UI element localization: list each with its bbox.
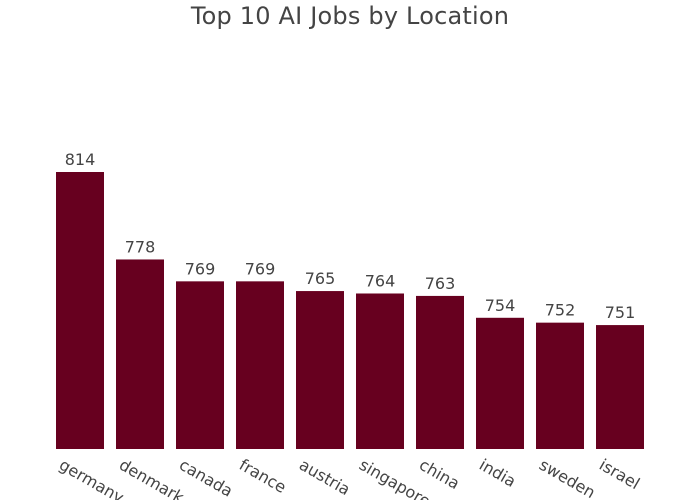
bar-china — [416, 295, 464, 449]
bar-austria — [296, 291, 344, 449]
bar-singapore — [356, 293, 404, 449]
bar-india — [476, 317, 524, 449]
value-label-france: 769 — [245, 259, 276, 278]
bar-denmark — [116, 259, 164, 449]
value-label-sweden: 752 — [545, 301, 576, 320]
value-labels-layer: 814 778 769 769 765 764 763 754 752 751 — [65, 150, 636, 322]
value-label-israel: 751 — [605, 303, 636, 322]
bar-canada — [176, 281, 224, 449]
x-tick-label-sweden: sweden — [536, 455, 599, 500]
value-label-austria: 765 — [305, 269, 336, 288]
bar-israel — [596, 325, 644, 449]
bar-germany — [56, 172, 104, 449]
x-tick-label-denmark: denmark — [116, 455, 188, 500]
value-label-india: 754 — [485, 296, 516, 315]
x-tick-label-israel: israel — [596, 455, 643, 493]
x-tick-label-austria: austria — [296, 455, 353, 499]
bar-france — [236, 281, 284, 449]
bars-layer — [56, 172, 644, 449]
chart-title: Top 10 AI Jobs by Location — [190, 2, 510, 30]
x-tick-label-india: india — [476, 455, 519, 491]
x-tick-label-france: france — [236, 455, 289, 497]
value-label-canada: 769 — [185, 259, 216, 278]
value-label-denmark: 778 — [125, 237, 156, 256]
x-tick-label-germany: germany — [56, 455, 127, 500]
value-label-germany: 814 — [65, 150, 96, 169]
value-label-singapore: 764 — [365, 271, 396, 290]
value-label-china: 763 — [425, 274, 456, 293]
bar-sweden — [536, 322, 584, 449]
